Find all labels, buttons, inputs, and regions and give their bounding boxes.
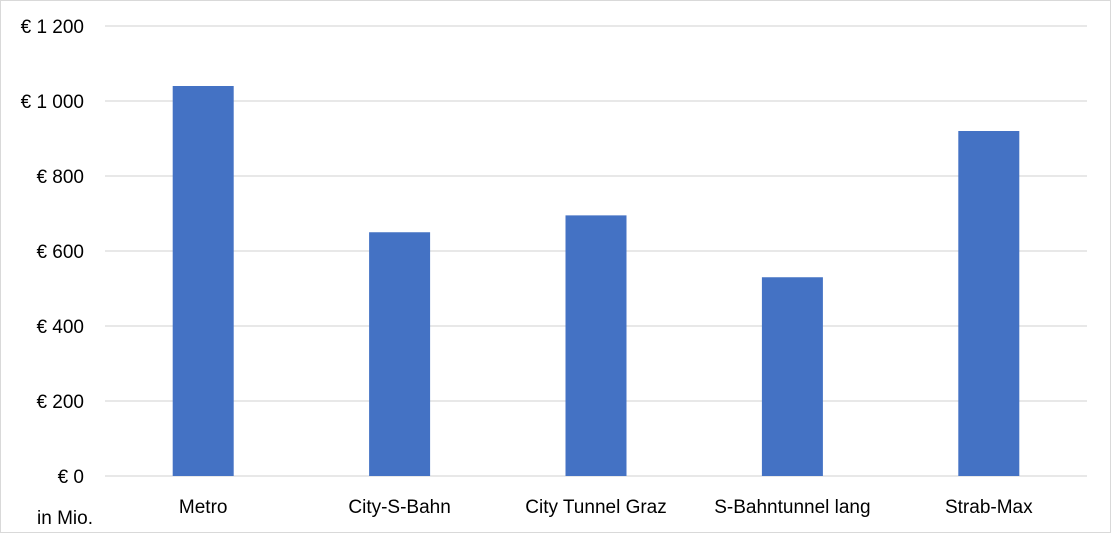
bar xyxy=(172,86,234,476)
unit-label: in Mio. xyxy=(37,508,93,529)
x-axis-categories: Metro City-S-Bahn City Tunnel Graz S-Bahntu… xyxy=(179,497,1033,518)
x-category-label: Strab-Max xyxy=(945,497,1033,518)
y-tick-label: € 200 xyxy=(36,392,84,413)
bar xyxy=(565,215,627,476)
x-category-label: S-Bahntunnel lang xyxy=(714,497,870,518)
y-axis-ticks: € 0 € 200 € 400 € 600 € 800 € 1 000 € 1 200 xyxy=(21,17,84,488)
x-category-label: City-S-Bahn xyxy=(348,497,450,518)
bars xyxy=(172,86,1020,476)
bar xyxy=(761,277,823,476)
x-category-label: City Tunnel Graz xyxy=(525,497,667,518)
y-tick-label: € 1 000 xyxy=(21,92,84,113)
x-category-label: Metro xyxy=(179,497,228,518)
bar xyxy=(369,232,431,476)
y-tick-label: € 400 xyxy=(36,317,84,338)
y-tick-label: € 1 200 xyxy=(21,17,84,38)
bar xyxy=(958,131,1020,476)
y-tick-label: € 800 xyxy=(36,167,84,188)
y-tick-label: € 600 xyxy=(36,242,84,263)
y-tick-label: € 0 xyxy=(58,467,84,488)
